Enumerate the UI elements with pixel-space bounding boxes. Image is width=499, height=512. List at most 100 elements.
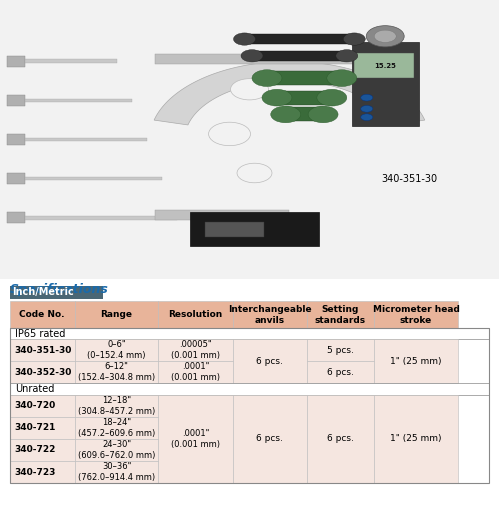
Bar: [25, 216, 177, 220]
Bar: [352, 42, 419, 125]
Text: 340-723: 340-723: [15, 467, 56, 477]
Bar: [190, 212, 319, 246]
Text: 6 pcs.: 6 pcs.: [327, 368, 354, 377]
Bar: [267, 71, 342, 85]
Text: 1" (25 mm): 1" (25 mm): [390, 357, 442, 366]
Circle shape: [252, 70, 282, 87]
Bar: [74, 361, 159, 383]
Bar: [74, 301, 159, 328]
Bar: [10, 286, 103, 299]
Bar: [252, 51, 347, 61]
Text: Code No.: Code No.: [19, 310, 65, 319]
Bar: [155, 210, 289, 220]
Circle shape: [361, 105, 373, 112]
Text: 6–12"
(152.4–304.8 mm): 6–12" (152.4–304.8 mm): [78, 362, 155, 382]
Text: 5 pcs.: 5 pcs.: [327, 346, 354, 355]
Bar: [374, 395, 458, 483]
Circle shape: [327, 70, 357, 87]
Bar: [233, 339, 307, 383]
Bar: [374, 301, 458, 328]
Text: .0001"
(0.001 mm): .0001" (0.001 mm): [171, 429, 220, 449]
Bar: [354, 53, 414, 78]
Text: 15.25: 15.25: [374, 62, 396, 69]
Circle shape: [343, 33, 365, 45]
Bar: [159, 361, 233, 383]
Bar: [74, 417, 159, 439]
Bar: [7, 212, 25, 223]
Text: 1" (25 mm): 1" (25 mm): [390, 434, 442, 443]
Circle shape: [374, 30, 396, 42]
Bar: [10, 328, 489, 483]
Bar: [374, 339, 458, 383]
Text: 6 pcs.: 6 pcs.: [327, 434, 354, 443]
Bar: [10, 395, 74, 417]
Bar: [74, 461, 159, 483]
Bar: [7, 95, 25, 106]
Text: Resolution: Resolution: [169, 310, 223, 319]
Bar: [74, 339, 159, 361]
Bar: [277, 91, 332, 104]
Bar: [25, 177, 162, 181]
Bar: [10, 361, 74, 383]
Text: .00005"
(0.001 mm): .00005" (0.001 mm): [171, 340, 220, 360]
Bar: [10, 328, 489, 339]
Text: .0001"
(0.001 mm): .0001" (0.001 mm): [171, 362, 220, 382]
Bar: [159, 395, 233, 483]
Text: 340-352-30: 340-352-30: [15, 368, 72, 377]
Text: 340-351-30: 340-351-30: [15, 346, 72, 355]
Text: Inch/Metric: Inch/Metric: [12, 287, 74, 297]
Text: Range: Range: [100, 310, 133, 319]
Bar: [10, 383, 489, 395]
Bar: [307, 395, 374, 483]
Bar: [25, 98, 132, 102]
Bar: [7, 173, 25, 184]
Bar: [10, 417, 74, 439]
Circle shape: [262, 89, 292, 106]
Bar: [74, 395, 159, 417]
Bar: [10, 439, 74, 461]
Bar: [155, 54, 354, 63]
Text: Setting
standards: Setting standards: [315, 305, 366, 325]
Circle shape: [234, 33, 255, 45]
Text: Interchangeable
anvils: Interchangeable anvils: [228, 305, 312, 325]
Text: 340-351-30: 340-351-30: [381, 174, 437, 184]
Bar: [25, 138, 147, 141]
Circle shape: [361, 94, 373, 101]
Text: 340-722: 340-722: [15, 445, 56, 455]
Text: 340-720: 340-720: [15, 401, 56, 410]
Bar: [10, 461, 74, 483]
Circle shape: [270, 106, 300, 123]
Bar: [10, 339, 74, 361]
Circle shape: [361, 114, 373, 120]
Polygon shape: [154, 61, 425, 125]
Circle shape: [241, 50, 263, 62]
Text: Specifications: Specifications: [10, 283, 109, 295]
Bar: [307, 339, 374, 361]
Text: 24–30"
(609.6–762.0 mm): 24–30" (609.6–762.0 mm): [78, 440, 155, 460]
Bar: [7, 134, 25, 145]
Circle shape: [366, 26, 404, 47]
Bar: [159, 339, 233, 361]
Bar: [7, 56, 25, 67]
Circle shape: [336, 50, 358, 62]
Bar: [245, 34, 354, 44]
Bar: [307, 301, 374, 328]
Circle shape: [237, 163, 272, 183]
Bar: [285, 108, 323, 121]
Bar: [205, 222, 264, 237]
Text: IP65 rated: IP65 rated: [15, 329, 65, 338]
Text: Unrated: Unrated: [15, 384, 54, 394]
Bar: [307, 361, 374, 383]
Circle shape: [308, 106, 338, 123]
Bar: [25, 59, 117, 63]
Bar: [233, 301, 307, 328]
Text: 340-721: 340-721: [15, 423, 56, 432]
Bar: [233, 395, 307, 483]
Circle shape: [209, 122, 250, 145]
Text: 12–18"
(304.8–457.2 mm): 12–18" (304.8–457.2 mm): [78, 396, 155, 416]
Text: 18–24"
(457.2–609.6 mm): 18–24" (457.2–609.6 mm): [78, 418, 155, 438]
Circle shape: [317, 89, 347, 106]
Text: 30–36"
(762.0–914.4 mm): 30–36" (762.0–914.4 mm): [78, 462, 155, 482]
Text: 6 pcs.: 6 pcs.: [256, 357, 283, 366]
Circle shape: [231, 79, 268, 100]
